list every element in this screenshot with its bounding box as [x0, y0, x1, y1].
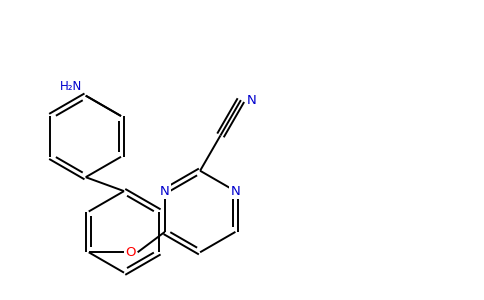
- Text: N: N: [160, 184, 170, 198]
- Text: N: N: [230, 184, 240, 198]
- Text: H₂N: H₂N: [60, 80, 82, 93]
- Text: N: N: [246, 94, 256, 106]
- Text: O: O: [125, 246, 136, 259]
